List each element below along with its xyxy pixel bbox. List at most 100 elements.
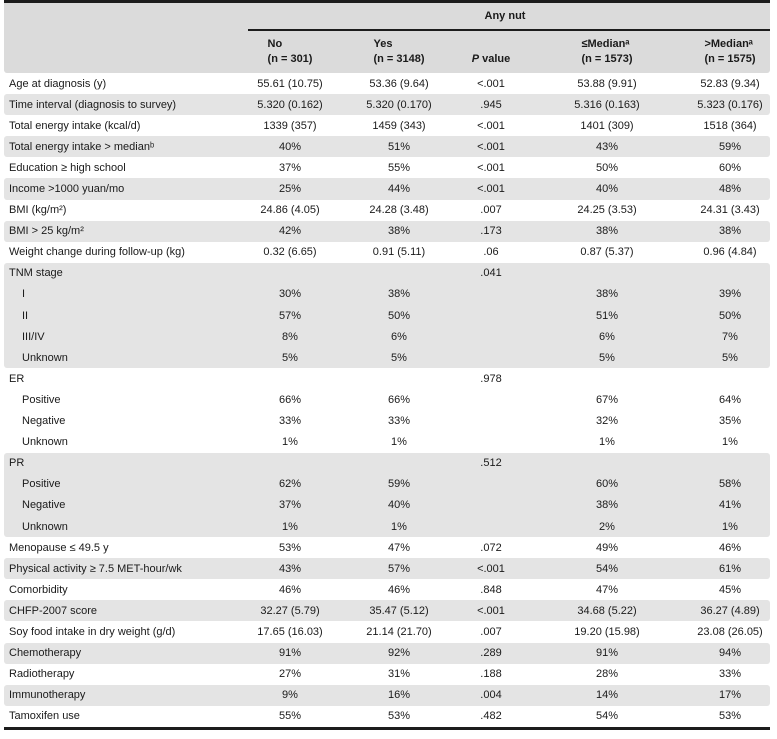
table-row: Immunotherapy 9% 16% .004 14% 17% <box>4 684 770 706</box>
cell-le-median: 67% <box>595 393 619 406</box>
spanner-row: Any nut <box>4 3 770 29</box>
row-label: Weight change during follow-up (kg) <box>9 246 185 259</box>
header-le-median-label: ≤Medianᵃ <box>581 38 630 50</box>
cell-yes: 53% <box>387 710 411 723</box>
cell-yes: 6% <box>391 330 407 343</box>
table-row: Income >1000 yuan/mo 25% 44% <.001 40% 4… <box>4 178 770 200</box>
row-label: Negative <box>22 415 66 428</box>
table-row: Positive 62% 59% 60% 58% <box>4 473 770 495</box>
cell-pvalue: <.001 <box>477 604 505 617</box>
cell-le-median: 53.88 (9.91) <box>577 77 637 90</box>
cell-gt-median: 58% <box>718 478 742 491</box>
cell-gt-median: 45% <box>718 583 742 596</box>
table-row: CHFP-2007 score 32.27 (5.79) 35.47 (5.12… <box>4 600 770 622</box>
cell-le-median: 50% <box>595 161 619 174</box>
cell-yes: 31% <box>387 668 411 681</box>
cell-gt-median: 52.83 (9.34) <box>700 77 760 90</box>
row-label: Age at diagnosis (y) <box>9 77 107 90</box>
cell-yes: 59% <box>387 478 411 491</box>
row-label: BMI > 25 kg/m² <box>9 225 84 238</box>
spanner-underline <box>248 29 770 31</box>
cell-no: 37% <box>278 161 302 174</box>
cell-no: 24.86 (4.05) <box>260 204 320 217</box>
cell-gt-median: 5.323 (0.176) <box>697 98 763 111</box>
cell-le-median: 14% <box>595 689 619 702</box>
table-header: Any nut No (n = 301) Yes (n = 3148) P va… <box>4 0 770 73</box>
table-row: Total energy intake > medianᵇ 40% 51% <.… <box>4 136 770 158</box>
cell-pvalue: .978 <box>480 372 502 385</box>
cell-gt-median: 59% <box>718 140 742 153</box>
cell-gt-median: 39% <box>718 288 742 301</box>
cell-yes: 51% <box>387 140 411 153</box>
cell-no: 91% <box>278 647 302 660</box>
cell-yes: 35.47 (5.12) <box>369 604 429 617</box>
row-label: Menopause ≤ 49.5 y <box>9 541 109 554</box>
cell-yes: 33% <box>387 415 411 428</box>
cell-yes: 53.36 (9.64) <box>369 77 429 90</box>
cell-le-median: 47% <box>595 583 619 596</box>
cell-no: 5.320 (0.162) <box>257 98 323 111</box>
cell-yes: 92% <box>387 647 411 660</box>
cell-le-median: 54% <box>595 562 619 575</box>
baseline-characteristics-table: Any nut No (n = 301) Yes (n = 3148) P va… <box>4 0 770 730</box>
spanner-label: Any nut <box>484 10 526 22</box>
table-row: PR .512 <box>4 452 770 474</box>
cell-le-median: 38% <box>595 499 619 512</box>
header-no-n: (n = 301) <box>267 53 313 65</box>
header-cell-no: No (n = 301) <box>240 37 340 67</box>
cell-yes: 21.14 (21.70) <box>366 625 432 638</box>
cell-pvalue: .041 <box>480 267 502 280</box>
cell-le-median: 5.316 (0.163) <box>574 98 640 111</box>
table-row: III/IV 8% 6% 6% 7% <box>4 326 770 348</box>
cell-gt-median: 17% <box>718 689 742 702</box>
row-label: II <box>22 309 29 322</box>
cell-le-median: 49% <box>595 541 619 554</box>
cell-pvalue: .289 <box>480 647 502 660</box>
cell-pvalue: .188 <box>480 668 502 681</box>
row-label: Comorbidity <box>9 583 68 596</box>
row-label: Soy food intake in dry weight (g/d) <box>9 625 176 638</box>
cell-no: 17.65 (16.03) <box>257 625 323 638</box>
table-row: Unknown 5% 5% 5% 5% <box>4 347 770 369</box>
cell-yes: 44% <box>387 183 411 196</box>
cell-pvalue: .512 <box>480 457 502 470</box>
cell-gt-median: 38% <box>718 225 742 238</box>
cell-yes: 47% <box>387 541 411 554</box>
row-label: Unknown <box>22 436 68 449</box>
cell-pvalue: .848 <box>480 583 502 596</box>
cell-le-median: 51% <box>595 309 619 322</box>
row-label: III/IV <box>22 330 45 343</box>
cell-le-median: 38% <box>595 288 619 301</box>
row-label: I <box>22 288 26 301</box>
row-label: Immunotherapy <box>9 689 86 702</box>
cell-le-median: 32% <box>595 415 619 428</box>
cell-gt-median: 48% <box>718 183 742 196</box>
cell-yes: 5% <box>391 351 407 364</box>
cell-pvalue: .004 <box>480 689 502 702</box>
row-label: Total energy intake > medianᵇ <box>9 140 155 153</box>
cell-yes: 24.28 (3.48) <box>369 204 429 217</box>
table-row: Weight change during follow-up (kg) 0.32… <box>4 242 770 263</box>
cell-yes: 40% <box>387 499 411 512</box>
table-body: Age at diagnosis (y) 55.61 (10.75) 53.36… <box>4 73 770 727</box>
table-row: Positive 66% 66% 67% 64% <box>4 389 770 410</box>
row-label: Chemotherapy <box>9 647 82 660</box>
cell-gt-median: 1% <box>722 520 738 533</box>
cell-gt-median: 41% <box>718 499 742 512</box>
header-yes-n: (n = 3148) <box>373 53 425 65</box>
row-label: Unknown <box>22 520 68 533</box>
table-row: Menopause ≤ 49.5 y 53% 47% .072 49% 46% <box>4 537 770 558</box>
cell-gt-median: 64% <box>718 393 742 406</box>
table-row: Radiotherapy 27% 31% .188 28% 33% <box>4 664 770 685</box>
cell-no: 42% <box>278 225 302 238</box>
header-pvalue-label: P value <box>471 53 511 65</box>
cell-gt-median: 53% <box>718 710 742 723</box>
cell-le-median: 24.25 (3.53) <box>577 204 637 217</box>
table-row: II 57% 50% 51% 50% <box>4 305 770 327</box>
cell-gt-median: 35% <box>718 415 742 428</box>
cell-pvalue: <.001 <box>477 140 505 153</box>
cell-gt-median: 1518 (364) <box>703 119 757 132</box>
table-row: Unknown 1% 1% 1% 1% <box>4 432 770 453</box>
cell-no: 62% <box>278 478 302 491</box>
cell-gt-median: 23.08 (26.05) <box>697 625 763 638</box>
